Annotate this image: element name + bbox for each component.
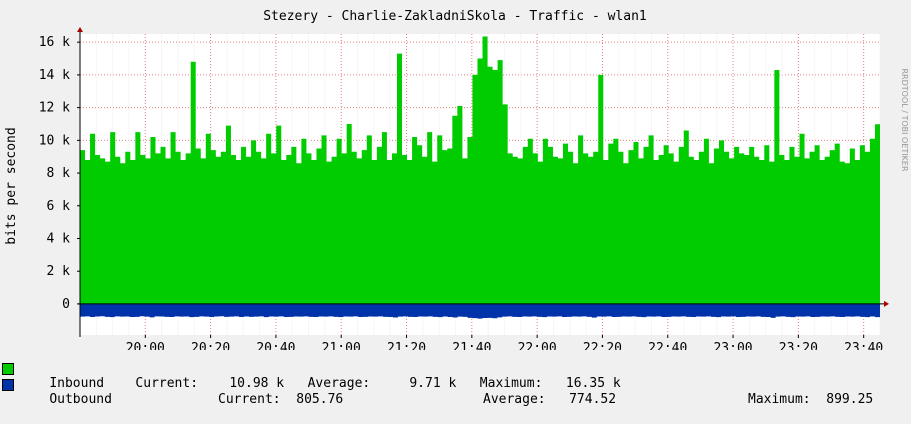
rrdtool-watermark: RRDTOOL / TOBI OETIKER bbox=[900, 68, 909, 171]
y-tick-label: 12 k bbox=[39, 101, 70, 116]
y-tick-label: 10 k bbox=[39, 133, 70, 148]
legend-inbound: Inbound Current: 10.98 k Average: 9.71 k… bbox=[2, 360, 621, 391]
outbound-average: Average: 774.52 bbox=[483, 392, 617, 407]
legend-outbound: Outbound Current: 805.76 Average: 774.52 Ma… bbox=[2, 376, 898, 407]
chart-title: Stezery - Charlie-ZakladniSkola - Traffi… bbox=[263, 9, 647, 24]
x-tick-label: 23:00 bbox=[713, 341, 752, 350]
x-tick-label: 20:00 bbox=[126, 341, 165, 350]
series-outbound-area bbox=[80, 303, 880, 319]
x-tick-label: 21:20 bbox=[387, 341, 426, 350]
x-tick-label: 20:40 bbox=[256, 341, 295, 350]
outbound-maximum: Maximum: 899.25 bbox=[748, 392, 874, 407]
y-tick-label: 14 k bbox=[39, 68, 70, 83]
y-tick-label: 0 bbox=[62, 297, 70, 312]
y-axis-arrow bbox=[77, 27, 83, 32]
axes bbox=[77, 27, 889, 337]
x-tick-label: 22:40 bbox=[648, 341, 687, 350]
outbound-current: Current: 805.76 bbox=[218, 392, 344, 407]
outbound-swatch bbox=[2, 379, 14, 391]
inbound-stats: Current: 10.98 k Average: 9.71 k Maximum… bbox=[135, 376, 621, 391]
x-tick-label: 23:40 bbox=[844, 341, 883, 350]
x-axis-arrow bbox=[884, 300, 889, 307]
series-inbound-area bbox=[80, 36, 880, 304]
series-layer bbox=[80, 36, 880, 319]
y-tick-label: 16 k bbox=[39, 35, 70, 50]
traffic-chart: Stezery - Charlie-ZakladniSkola - Traffi… bbox=[4, 9, 909, 350]
inbound-swatch bbox=[2, 363, 14, 375]
graph-container: Stezery - Charlie-ZakladniSkola - Traffi… bbox=[2, 9, 909, 407]
x-tick-labels: 20:00 20:20 20:40 21:00 21:20 21:40 22:00 22:20… bbox=[126, 335, 883, 350]
y-tick-label: 8 k bbox=[47, 166, 71, 181]
x-tick-label: 22:00 bbox=[518, 341, 557, 350]
y-tick-label: 6 k bbox=[47, 199, 71, 214]
y-tick-labels: 0 2 k 4 k 6 k 8 k 10 k 12 k 14 k 16 k bbox=[39, 35, 80, 312]
y-tick-label: 4 k bbox=[47, 231, 71, 246]
x-tick-label: 23:20 bbox=[779, 341, 818, 350]
x-tick-label: 20:20 bbox=[191, 341, 230, 350]
y-tick-label: 2 k bbox=[47, 264, 71, 279]
inbound-label: Inbound bbox=[49, 376, 105, 391]
x-tick-label: 22:20 bbox=[583, 341, 622, 350]
y-axis-label: bits per second bbox=[4, 127, 19, 244]
x-tick-label: 21:40 bbox=[452, 341, 491, 350]
x-tick-label: 21:00 bbox=[322, 341, 361, 350]
